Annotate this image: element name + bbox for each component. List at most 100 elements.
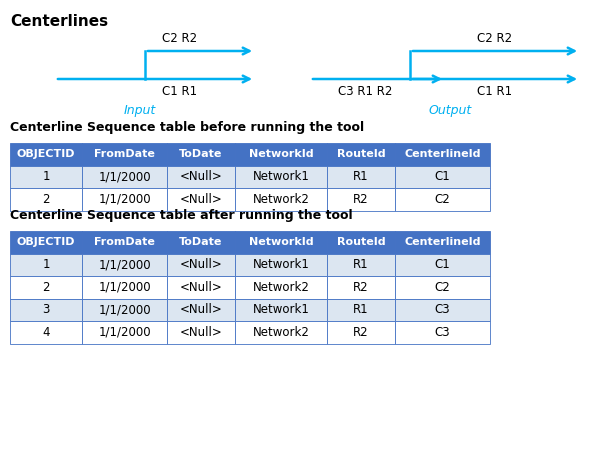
Bar xyxy=(235,166,327,188)
Bar xyxy=(82,254,167,276)
Bar xyxy=(235,276,327,298)
Text: C1: C1 xyxy=(434,258,451,271)
Text: ToDate: ToDate xyxy=(179,237,223,247)
Bar xyxy=(235,254,327,276)
Text: Network1: Network1 xyxy=(253,258,310,271)
Bar xyxy=(167,254,235,276)
Bar xyxy=(327,231,395,254)
Bar xyxy=(235,143,327,166)
Text: Network1: Network1 xyxy=(253,170,310,183)
Text: Network2: Network2 xyxy=(253,193,310,206)
Text: R2: R2 xyxy=(353,326,369,339)
Text: Centerlines: Centerlines xyxy=(10,14,108,29)
Text: 1/1/2000: 1/1/2000 xyxy=(98,258,151,271)
Bar xyxy=(395,188,490,211)
Text: CenterlineId: CenterlineId xyxy=(404,237,481,247)
Bar xyxy=(235,321,327,343)
Bar xyxy=(327,254,395,276)
Bar xyxy=(395,321,490,343)
Bar xyxy=(167,231,235,254)
Text: R1: R1 xyxy=(353,170,369,183)
Bar xyxy=(10,276,82,298)
Text: 1: 1 xyxy=(42,258,50,271)
Bar xyxy=(82,143,167,166)
Bar xyxy=(327,276,395,298)
Text: OBJECTID: OBJECTID xyxy=(17,237,75,247)
Bar xyxy=(327,143,395,166)
Text: R2: R2 xyxy=(353,281,369,294)
Text: C1 R1: C1 R1 xyxy=(163,85,197,98)
Bar xyxy=(395,143,490,166)
Bar xyxy=(395,231,490,254)
Bar xyxy=(327,166,395,188)
Text: 1/1/2000: 1/1/2000 xyxy=(98,326,151,339)
Bar xyxy=(327,298,395,321)
Text: 1/1/2000: 1/1/2000 xyxy=(98,281,151,294)
Text: C2: C2 xyxy=(434,193,451,206)
Bar xyxy=(82,166,167,188)
Text: Network1: Network1 xyxy=(253,303,310,316)
Bar xyxy=(235,298,327,321)
Text: <Null>: <Null> xyxy=(179,258,223,271)
Text: OBJECTID: OBJECTID xyxy=(17,149,75,159)
Text: C2 R2: C2 R2 xyxy=(163,32,197,45)
Text: 1: 1 xyxy=(42,170,50,183)
Bar xyxy=(167,276,235,298)
Text: R1: R1 xyxy=(353,258,369,271)
Text: FromDate: FromDate xyxy=(94,149,155,159)
Text: Input: Input xyxy=(124,104,156,117)
Bar xyxy=(82,276,167,298)
Text: 4: 4 xyxy=(42,326,50,339)
Text: <Null>: <Null> xyxy=(179,170,223,183)
Text: R1: R1 xyxy=(353,303,369,316)
Bar xyxy=(82,321,167,343)
Text: Centerline Sequence table after running the tool: Centerline Sequence table after running … xyxy=(10,209,353,222)
Text: Network2: Network2 xyxy=(253,326,310,339)
Bar xyxy=(327,188,395,211)
Text: C2: C2 xyxy=(434,281,451,294)
Text: C1 R1: C1 R1 xyxy=(478,85,512,98)
Text: R2: R2 xyxy=(353,193,369,206)
Text: RouteId: RouteId xyxy=(337,149,385,159)
Bar xyxy=(235,231,327,254)
Bar xyxy=(395,276,490,298)
Bar xyxy=(167,298,235,321)
Text: C3 R1 R2: C3 R1 R2 xyxy=(338,85,392,98)
Text: C3: C3 xyxy=(434,326,451,339)
Text: RouteId: RouteId xyxy=(337,237,385,247)
Bar xyxy=(395,298,490,321)
Text: Network2: Network2 xyxy=(253,281,310,294)
Text: Centerline Sequence table before running the tool: Centerline Sequence table before running… xyxy=(10,121,364,134)
Bar xyxy=(167,166,235,188)
Text: 3: 3 xyxy=(43,303,50,316)
Bar xyxy=(82,298,167,321)
Bar xyxy=(395,166,490,188)
Text: 1/1/2000: 1/1/2000 xyxy=(98,303,151,316)
Text: 1/1/2000: 1/1/2000 xyxy=(98,193,151,206)
Text: <Null>: <Null> xyxy=(179,303,223,316)
Text: 2: 2 xyxy=(42,281,50,294)
Bar xyxy=(82,188,167,211)
Bar xyxy=(82,231,167,254)
Bar xyxy=(167,188,235,211)
Bar xyxy=(10,143,82,166)
Bar xyxy=(167,143,235,166)
Text: Output: Output xyxy=(428,104,472,117)
Bar xyxy=(327,321,395,343)
Text: C2 R2: C2 R2 xyxy=(478,32,512,45)
Bar xyxy=(10,321,82,343)
Text: <Null>: <Null> xyxy=(179,326,223,339)
Text: FromDate: FromDate xyxy=(94,237,155,247)
Bar xyxy=(10,298,82,321)
Text: 2: 2 xyxy=(42,193,50,206)
Bar xyxy=(10,188,82,211)
Bar xyxy=(395,254,490,276)
Bar xyxy=(235,188,327,211)
Bar xyxy=(167,321,235,343)
Text: C3: C3 xyxy=(434,303,451,316)
Text: NetworkId: NetworkId xyxy=(248,237,313,247)
Text: <Null>: <Null> xyxy=(179,193,223,206)
Bar xyxy=(10,231,82,254)
Text: C1: C1 xyxy=(434,170,451,183)
Text: <Null>: <Null> xyxy=(179,281,223,294)
